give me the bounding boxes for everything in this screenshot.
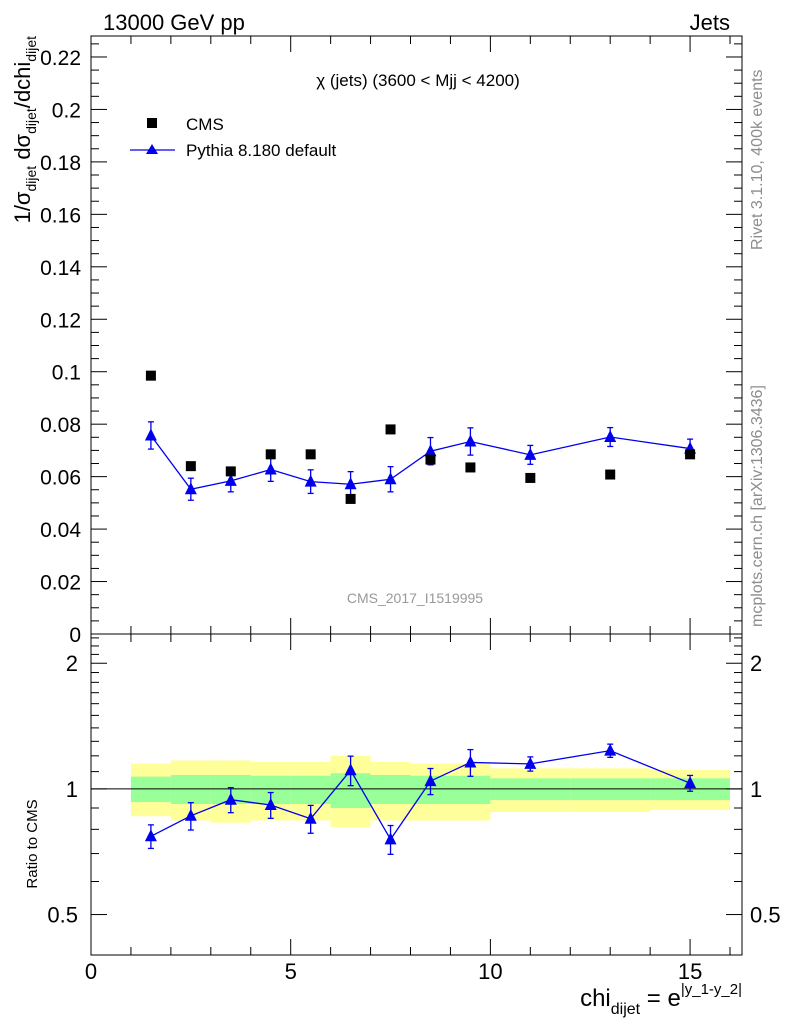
y-tick-label-top-6: 0.12 [40, 309, 81, 332]
y-tick-label-top-11: 0.22 [40, 47, 81, 70]
pythia-point-4 [304, 474, 317, 487]
rivet-label: Rivet 3.1.10, 400k events [749, 69, 766, 250]
pythia-point-9 [524, 447, 537, 460]
legend-cms-label: CMS [186, 115, 224, 134]
analysis-watermark: CMS_2017_I1519995 [347, 590, 483, 606]
y-tick-label-bot-right-0: 0.5 [750, 903, 781, 928]
pythia-point-0 [144, 428, 157, 441]
legend-pythia-label: Pythia 8.180 default [186, 141, 337, 160]
ratio-band-inner-4 [290, 775, 331, 805]
y-tick-label-top-4: 0.08 [40, 414, 81, 437]
y-tick-label-top-8: 0.16 [40, 204, 81, 227]
pythia-point-2 [224, 473, 237, 486]
y-tick-label-bot-right-2: 2 [750, 651, 762, 676]
pythia-point-5 [344, 477, 357, 490]
ratio-band-inner-1 [170, 774, 211, 805]
bottom-frame [90, 633, 743, 956]
main-plot-panel: χ (jets) (3600 < Mjj < 4200) CMS_2017_I1… [10, 35, 743, 647]
cms-point-8 [465, 462, 476, 473]
y-tick-label-bot-left-1: 1 [66, 777, 78, 802]
y-axis-title-ratio: Ratio to CMS [24, 799, 41, 888]
cms-point-4 [305, 449, 316, 460]
mcplots-label: mcplots.cern.ch [arXiv:1306.3436] [749, 385, 766, 627]
ratio-band-inner-6 [370, 774, 411, 805]
y-axis-title-top: 1/σdijet dσdijet/dchidijet [10, 36, 39, 224]
cms-point-6 [385, 424, 396, 435]
x-tick-label-3: 15 [678, 959, 702, 984]
cms-point-3 [265, 449, 276, 460]
y-tick-label-bot-left-2: 2 [66, 651, 78, 676]
cms-point-7 [425, 454, 436, 465]
legend-pythia-marker [146, 144, 158, 154]
ratio-line [150, 749, 691, 841]
y-tick-label-top-7: 0.14 [40, 257, 81, 280]
ratio-point-2 [224, 792, 237, 805]
header-left: 13000 GeV pp [103, 10, 245, 35]
y-tick-label-top-3: 0.06 [40, 467, 81, 490]
x-tick-label-1: 5 [285, 959, 297, 984]
pythia-point-3 [264, 462, 277, 475]
y-tick-label-top-2: 0.04 [40, 519, 81, 542]
pythia-point-6 [384, 472, 397, 485]
pythia-point-7 [424, 444, 437, 457]
x-tick-label-2: 10 [478, 959, 502, 984]
ratio-point-4 [304, 811, 317, 824]
ratio-point-10 [604, 743, 617, 756]
plot-title: χ (jets) (3600 < Mjj < 4200) [316, 71, 520, 90]
cms-point-5 [345, 493, 356, 504]
ratio-point-5 [344, 763, 357, 776]
ratio-point-6 [384, 832, 397, 845]
cms-point-1 [185, 461, 196, 472]
y-tick-label-top-10: 0.2 [52, 99, 81, 122]
ratio-point-1 [184, 808, 197, 821]
y-tick-label-bot-right-1: 1 [750, 777, 762, 802]
cms-point-2 [225, 466, 236, 477]
y-tick-label-top-9: 0.18 [40, 152, 81, 175]
y-tick-label-top-1: 0.02 [40, 572, 81, 595]
legend: CMS Pythia 8.180 default [130, 115, 337, 160]
ratio-point-3 [264, 797, 277, 810]
ratio-plot-panel: Ratio to CMS 0.5 0.5 1 1 2 2 [24, 633, 781, 956]
pythia-line [150, 435, 691, 490]
pythia-point-10 [604, 430, 617, 443]
cms-point-0 [145, 370, 156, 381]
x-axis-title: chidijet = e|y_1-y_2| [580, 981, 742, 1018]
ratio-point-0 [144, 829, 157, 842]
pythia-point-8 [464, 434, 477, 447]
header-right: Jets [690, 10, 730, 35]
pythia-point-1 [184, 482, 197, 495]
y-tick-label-top-0: 0 [69, 624, 81, 647]
ratio-point-7 [424, 774, 437, 787]
cms-point-10 [605, 469, 616, 480]
ratio-band-inner-7 [410, 775, 491, 805]
x-tick-label-0: 0 [85, 959, 97, 984]
y-tick-label-top-5: 0.1 [52, 362, 81, 385]
ratio-point-11 [684, 776, 697, 789]
ratio-point-8 [464, 755, 477, 768]
cms-point-9 [525, 472, 536, 483]
legend-cms-marker [147, 118, 157, 128]
y-tick-label-bot-left-0: 0.5 [47, 903, 78, 928]
ratio-point-9 [524, 756, 537, 769]
cms-point-11 [685, 449, 696, 460]
